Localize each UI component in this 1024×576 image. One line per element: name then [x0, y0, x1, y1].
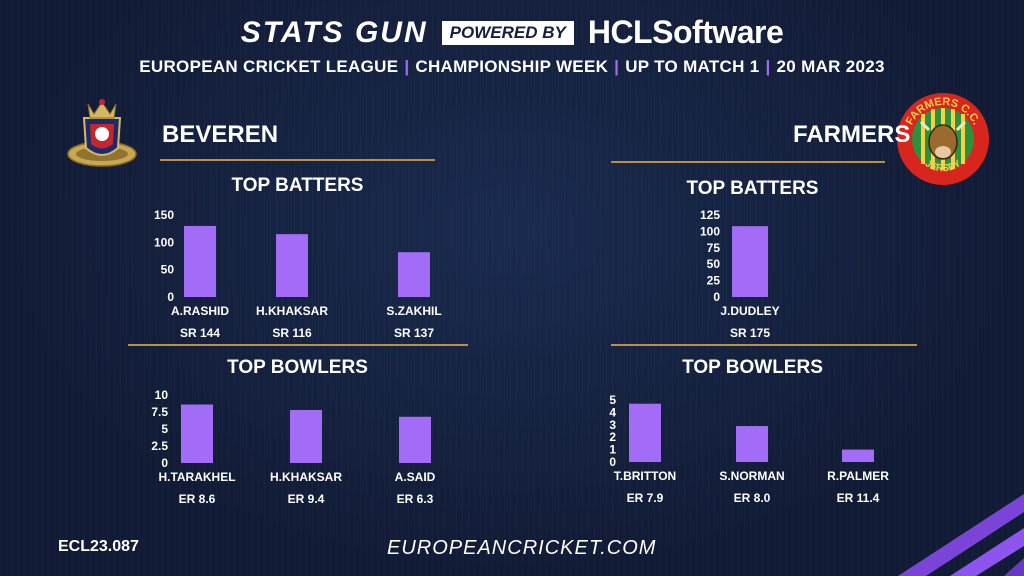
- team-name-right: FARMERS: [793, 121, 911, 148]
- category-label: R.PALMER: [827, 469, 889, 483]
- section-divider-left: [128, 344, 468, 346]
- team-divider-right: [611, 161, 885, 163]
- y-tick-label: 0: [713, 290, 720, 304]
- y-tick-label: 3: [609, 418, 616, 432]
- y-tick-label: 10: [155, 388, 169, 402]
- category-label: A.RASHID: [171, 304, 229, 318]
- brand-row: STATS GUN POWERED BY HCLSoftware: [0, 14, 1024, 51]
- bar: [290, 409, 322, 463]
- stat-sublabel: ER 7.9: [627, 491, 664, 505]
- farmers-logo: FARMERS C.C. JERSEY: [897, 93, 989, 185]
- category-label: S.ZAKHIL: [386, 304, 441, 318]
- stat-sublabel: ER 11.4: [837, 491, 880, 505]
- right-bowlers-title: TOP BOWLERS: [682, 357, 823, 378]
- y-tick-label: 5: [161, 422, 168, 436]
- stat-sublabel: SR 175: [730, 326, 770, 340]
- left-bowlers-chart: 0 2.5 5 7.5 10 H.TARAKHEL ER 8.6 H.KHAKSAR ER 9.…: [151, 388, 436, 506]
- category-label: S.NORMAN: [719, 469, 784, 483]
- footer-code: ECL23.087: [58, 538, 139, 555]
- category-label: H.TARAKHEL: [158, 470, 235, 484]
- bar: [184, 225, 216, 297]
- y-tick-label: 150: [154, 208, 174, 222]
- bar: [732, 226, 768, 297]
- stat-sublabel: ER 6.3: [397, 492, 434, 506]
- y-tick-label: 50: [161, 263, 175, 277]
- stat-sublabel: ER 8.0: [734, 491, 771, 505]
- y-tick-label: 100: [700, 224, 720, 238]
- team-name-left: BEVEREN: [162, 121, 279, 148]
- separator: |: [765, 57, 771, 76]
- stat-sublabel: ER 8.6: [179, 492, 216, 506]
- y-tick-label: 2: [609, 430, 616, 444]
- y-tick-label: 5: [609, 393, 616, 407]
- match-label: UP TO MATCH 1: [625, 57, 760, 76]
- right-batters-title: TOP BATTERS: [686, 178, 819, 199]
- left-batters-title: TOP BATTERS: [231, 175, 364, 196]
- powered-by-badge: POWERED BY: [441, 20, 574, 45]
- bar: [181, 404, 213, 463]
- y-tick-label: 0: [167, 290, 174, 304]
- y-tick-label: 50: [707, 257, 721, 271]
- stat-sublabel: SR 137: [394, 326, 434, 340]
- category-label: H.KHAKSAR: [270, 470, 342, 484]
- bar: [398, 252, 430, 297]
- stat-sublabel: SR 116: [272, 326, 312, 340]
- beveren-crest-logo: [67, 99, 137, 167]
- y-tick-label: 25: [707, 274, 721, 288]
- y-tick-label: 4: [609, 405, 616, 419]
- y-tick-label: 75: [707, 241, 721, 255]
- header: STATS GUN POWERED BY HCLSoftware EUROPEA…: [0, 14, 1024, 77]
- y-tick-label: 1: [609, 443, 616, 457]
- section-divider-right: [611, 344, 917, 346]
- brand-title: STATS GUN: [240, 15, 428, 49]
- farmers-logo-bottom-text: JERSEY: [923, 158, 963, 174]
- y-tick-label: 2.5: [151, 439, 168, 453]
- date-label: 20 MAR 2023: [776, 57, 885, 76]
- league-name: EUROPEAN CRICKET LEAGUE: [139, 57, 399, 76]
- bar: [629, 403, 661, 462]
- stat-sublabel: ER 9.4: [288, 492, 325, 506]
- bar: [842, 449, 874, 462]
- footer-url[interactable]: EUROPEANCRICKET.COM: [387, 537, 657, 559]
- y-tick-label: 0: [161, 456, 168, 470]
- category-label: H.KHAKSAR: [256, 304, 328, 318]
- sponsor-logo-text: HCLSoftware: [587, 14, 784, 50]
- subtitle-line: EUROPEAN CRICKET LEAGUE | CHAMPIONSHIP WEE…: [0, 57, 1024, 77]
- y-tick-label: 7.5: [151, 405, 168, 419]
- stat-sublabel: SR 144: [180, 326, 220, 340]
- category-label: J.DUDLEY: [720, 304, 779, 318]
- bar: [736, 426, 768, 462]
- left-bowlers-title: TOP BOWLERS: [227, 357, 368, 378]
- bar: [276, 234, 308, 297]
- left-batters-chart: 0 50 100 150 A.RASHID SR 144 H.KHAKSAR SR 116 S.…: [154, 208, 442, 340]
- y-tick-label: 0: [609, 455, 616, 469]
- y-tick-label: 100: [154, 235, 174, 249]
- team-divider-left: [160, 159, 435, 161]
- week-label: CHAMPIONSHIP WEEK: [415, 57, 609, 76]
- right-batters-chart: 0 25 50 75 100 125 J.DUDLEY SR 175: [700, 208, 780, 340]
- separator: |: [614, 57, 620, 76]
- category-label: T.BRITTON: [614, 469, 676, 483]
- decorative-stripes: [898, 494, 1024, 576]
- category-label: A.SAID: [395, 470, 436, 484]
- bar: [399, 416, 431, 463]
- separator: |: [404, 57, 410, 76]
- y-tick-label: 125: [700, 208, 720, 222]
